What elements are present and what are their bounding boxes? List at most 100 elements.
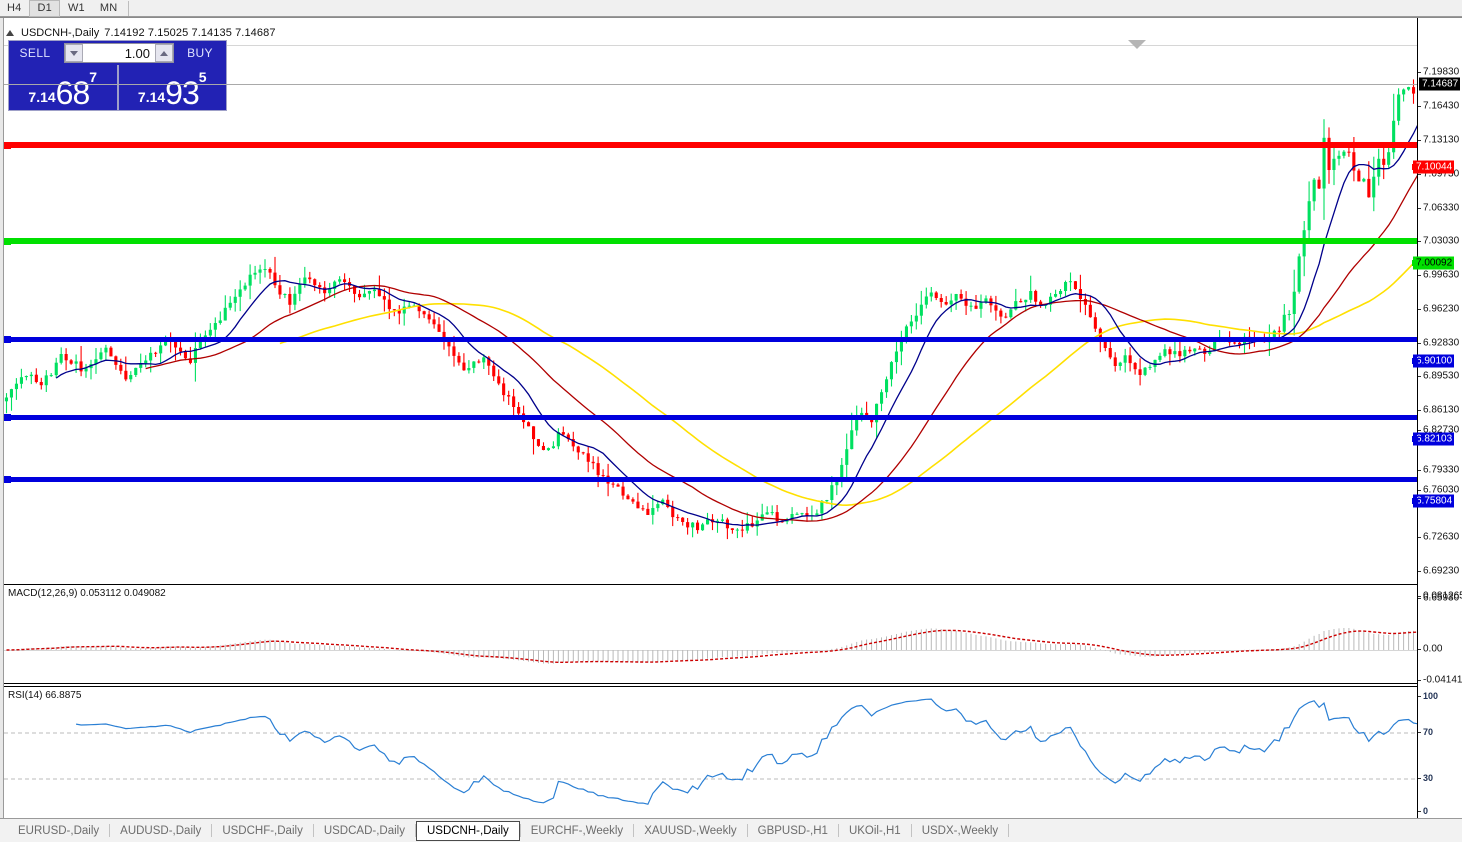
symbol-tab-eurusd[interactable]: EURUSD-,Daily bbox=[18, 824, 100, 837]
price-pane[interactable] bbox=[4, 40, 1417, 580]
candle-body bbox=[1093, 317, 1097, 329]
symbol-tab-usdcnh[interactable]: USDCNH-,Daily bbox=[415, 820, 520, 841]
price-level-tag[interactable]: 7.10044 bbox=[1413, 160, 1455, 174]
symbol-tab-ukoil[interactable]: UKOil-,H1 bbox=[848, 824, 901, 837]
candle-body bbox=[532, 426, 536, 440]
candle-body bbox=[44, 375, 48, 386]
volume-decrement-button[interactable] bbox=[65, 44, 83, 62]
gridline bbox=[4, 45, 1417, 46]
candle-body bbox=[815, 513, 819, 516]
buy-button[interactable]: BUY bbox=[187, 46, 213, 60]
candle-body bbox=[924, 296, 928, 305]
candle-body bbox=[482, 357, 486, 363]
timeframe-w1[interactable]: W1 bbox=[67, 2, 85, 14]
candle-body bbox=[452, 346, 456, 356]
support-line-6-75804[interactable] bbox=[4, 477, 1417, 482]
price-scale[interactable]: 7.19830 7.16430 7.13130 7.09730 7.06330 7.030… bbox=[1412, 18, 1462, 818]
candle-body bbox=[367, 291, 371, 294]
price-tick-mark bbox=[1418, 208, 1421, 209]
macd-tick-label: 0.00 bbox=[1423, 643, 1443, 655]
rsi-tick-mark bbox=[1418, 732, 1421, 733]
candle-body bbox=[914, 315, 918, 322]
symbol-tab-bar[interactable]: EURUSD-,Daily AUDUSD-,Daily USDCHF-,Daily U… bbox=[0, 818, 1462, 842]
price-tick-label: 6.86130 bbox=[1423, 404, 1460, 416]
candle-body bbox=[1372, 176, 1376, 198]
volume-stepper[interactable]: 1.00 bbox=[64, 43, 174, 63]
resistance-line-7-10044[interactable] bbox=[4, 142, 1417, 148]
candle-body bbox=[885, 379, 889, 393]
symbol-tab-usdchf[interactable]: USDCHF-,Daily bbox=[222, 824, 303, 837]
candle-body bbox=[1059, 291, 1063, 295]
price-level-marker[interactable] bbox=[1412, 436, 1418, 442]
candle-body bbox=[288, 294, 292, 305]
price-tick-label: 6.69230 bbox=[1423, 565, 1460, 577]
symbol-tab-usdcad[interactable]: USDCAD-,Daily bbox=[323, 824, 405, 837]
candle-body bbox=[492, 365, 496, 377]
volume-input[interactable]: 1.00 bbox=[124, 45, 150, 61]
candle-body bbox=[218, 320, 222, 323]
candle-body bbox=[49, 375, 53, 377]
candle-body bbox=[591, 461, 595, 464]
candle-body bbox=[248, 274, 252, 286]
candle-body bbox=[1292, 291, 1296, 314]
symbol-tab-xauusd[interactable]: XAUUSD-,Weekly bbox=[644, 824, 737, 837]
candle-body bbox=[1068, 281, 1072, 283]
candle-body bbox=[601, 475, 605, 477]
timeframe-h4[interactable]: H4 bbox=[7, 2, 22, 14]
candle-body bbox=[333, 281, 337, 289]
symbol-tab-eurchf[interactable]: EURCHF-,Weekly bbox=[530, 824, 624, 837]
sell-quote[interactable]: 7.14 68 7 bbox=[9, 65, 119, 111]
pivot-line-7-00092[interactable] bbox=[4, 238, 1417, 244]
tab-divider bbox=[910, 824, 912, 837]
candle-body bbox=[1143, 367, 1147, 375]
candle-body bbox=[894, 351, 898, 363]
symbol-tab-gbpusd[interactable]: GBPUSD-,H1 bbox=[757, 824, 828, 837]
candle-body bbox=[805, 513, 809, 517]
price-level-marker[interactable] bbox=[1412, 164, 1418, 170]
price-level-tag[interactable]: 6.90100 bbox=[1413, 354, 1455, 368]
candle-body bbox=[1402, 89, 1406, 95]
candle-body bbox=[745, 523, 749, 531]
rsi-tick-label: 30 bbox=[1423, 773, 1434, 783]
timeframe-mn[interactable]: MN bbox=[99, 2, 118, 14]
rsi-pane[interactable]: RSI(14) 66.8875 bbox=[4, 686, 1417, 819]
candle-body bbox=[765, 512, 769, 515]
price-tick-mark bbox=[1418, 490, 1421, 491]
candle-body bbox=[1392, 120, 1396, 153]
symbol-tab-usdx[interactable]: USDX-,Weekly bbox=[921, 824, 999, 837]
price-tick-mark bbox=[1418, 430, 1421, 431]
candle-body bbox=[238, 289, 242, 297]
candle-body bbox=[701, 524, 705, 531]
price-level-tag[interactable]: 6.75804 bbox=[1413, 494, 1455, 508]
price-level-tag[interactable]: 6.82103 bbox=[1413, 432, 1455, 446]
candle-body bbox=[551, 446, 555, 449]
candle-body bbox=[1123, 355, 1127, 363]
candle-body bbox=[308, 277, 312, 280]
candle-body bbox=[696, 522, 700, 531]
macd-pane[interactable]: MACD(12,26,9) 0.053112 0.049082 bbox=[4, 584, 1417, 684]
one-click-trading-panel[interactable]: SELL 1.00 BUY 7.14 68 7 7.14 93 5 bbox=[8, 40, 227, 111]
buy-quote[interactable]: 7.14 93 5 bbox=[119, 65, 227, 111]
candle-body bbox=[54, 362, 58, 376]
symbol-tab-audusd[interactable]: AUDUSD-,Daily bbox=[120, 824, 202, 837]
candle-body bbox=[631, 499, 635, 502]
candle-body bbox=[278, 285, 282, 295]
support-line-6-90100[interactable] bbox=[4, 337, 1417, 342]
candle-body bbox=[1113, 357, 1117, 366]
price-level-marker[interactable] bbox=[1412, 498, 1418, 504]
candle-body bbox=[1019, 301, 1023, 303]
price-level-tag[interactable]: 7.00092 bbox=[1413, 256, 1455, 270]
sell-button[interactable]: SELL bbox=[19, 46, 51, 60]
timeframe-d1[interactable]: D1 bbox=[29, 0, 60, 17]
candle-body bbox=[561, 432, 565, 435]
candle-body bbox=[1029, 291, 1033, 300]
price-level-marker[interactable] bbox=[1412, 358, 1418, 364]
candle-body bbox=[546, 448, 550, 451]
candle-body bbox=[571, 439, 575, 447]
candle-body bbox=[14, 383, 18, 390]
volume-increment-button[interactable] bbox=[155, 44, 173, 62]
support-line-6-82103[interactable] bbox=[4, 415, 1417, 420]
collapse-triangle-icon[interactable] bbox=[6, 29, 14, 36]
price-level-marker[interactable] bbox=[1412, 260, 1418, 266]
candle-body bbox=[1034, 291, 1038, 302]
